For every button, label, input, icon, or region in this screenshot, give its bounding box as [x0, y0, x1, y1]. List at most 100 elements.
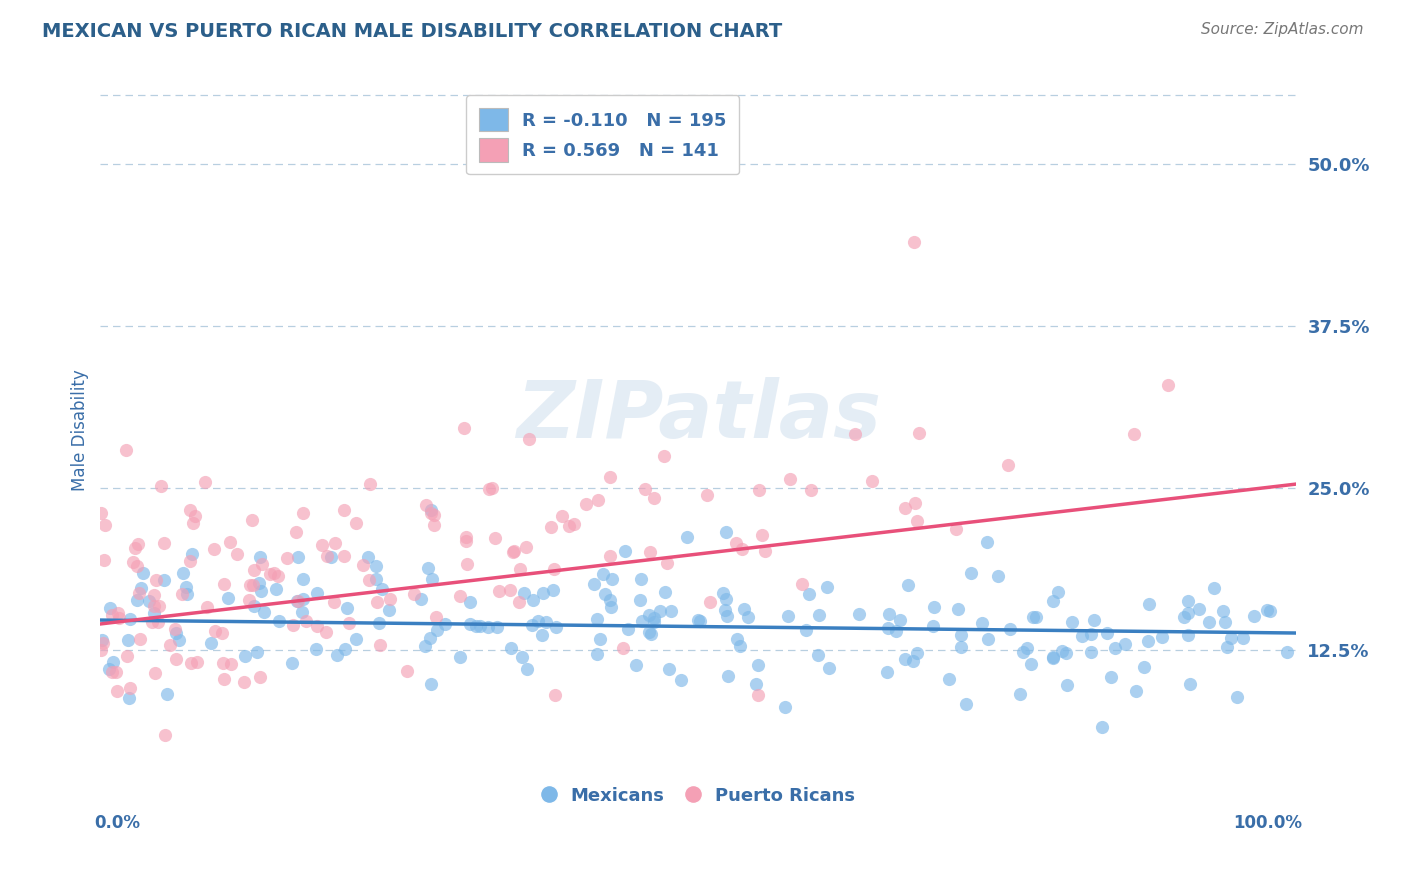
- Point: [1219, 632, 1241, 646]
- Point: [613, 544, 636, 558]
- Point: [211, 626, 233, 640]
- Point: [454, 530, 477, 544]
- Point: [266, 582, 288, 596]
- Point: [696, 487, 718, 501]
- Point: [108, 610, 131, 624]
- Point: [292, 591, 315, 606]
- Point: [415, 498, 437, 512]
- Point: [165, 626, 187, 640]
- Point: [315, 624, 337, 639]
- Point: [713, 586, 735, 600]
- Point: [960, 566, 983, 580]
- Point: [592, 567, 614, 582]
- Point: [997, 458, 1019, 473]
- Point: [281, 656, 304, 670]
- Point: [250, 583, 273, 598]
- Point: [589, 632, 612, 646]
- Point: [1122, 427, 1144, 442]
- Point: [751, 528, 773, 542]
- Point: [643, 610, 665, 624]
- Point: [776, 609, 799, 624]
- Point: [285, 593, 308, 607]
- Text: 0.0%: 0.0%: [94, 814, 141, 832]
- Point: [127, 537, 149, 551]
- Point: [748, 483, 770, 497]
- Point: [240, 513, 263, 527]
- Point: [120, 681, 142, 695]
- Point: [128, 632, 150, 647]
- Point: [889, 613, 911, 627]
- Point: [1198, 615, 1220, 629]
- Point: [352, 558, 374, 572]
- Point: [219, 534, 242, 549]
- Point: [481, 481, 503, 495]
- Point: [894, 500, 917, 515]
- Point: [464, 619, 486, 633]
- Point: [517, 432, 540, 446]
- Point: [1232, 631, 1254, 645]
- Point: [815, 580, 838, 594]
- Point: [396, 664, 419, 678]
- Point: [922, 619, 945, 633]
- Point: [724, 536, 747, 550]
- Point: [291, 506, 314, 520]
- Point: [970, 615, 993, 630]
- Point: [128, 585, 150, 599]
- Point: [634, 482, 657, 496]
- Point: [1243, 608, 1265, 623]
- Point: [212, 672, 235, 686]
- Point: [1258, 604, 1281, 618]
- Point: [585, 647, 607, 661]
- Point: [671, 673, 693, 687]
- Point: [903, 235, 925, 249]
- Point: [818, 661, 841, 675]
- Point: [249, 550, 271, 565]
- Point: [1019, 657, 1042, 672]
- Point: [454, 533, 477, 548]
- Point: [200, 635, 222, 649]
- Point: [779, 471, 801, 485]
- Point: [172, 566, 194, 581]
- Point: [1202, 581, 1225, 595]
- Point: [599, 470, 621, 484]
- Point: [181, 516, 204, 531]
- Point: [165, 652, 187, 666]
- Point: [120, 612, 142, 626]
- Point: [212, 656, 235, 670]
- Point: [1050, 643, 1073, 657]
- Point: [418, 561, 440, 575]
- Point: [378, 603, 401, 617]
- Point: [922, 599, 945, 614]
- Point: [367, 615, 389, 630]
- Point: [239, 578, 262, 592]
- Point: [453, 421, 475, 435]
- Point: [747, 688, 769, 702]
- Point: [145, 574, 167, 588]
- Point: [955, 698, 977, 712]
- Point: [1080, 645, 1102, 659]
- Point: [949, 640, 972, 655]
- Point: [105, 683, 128, 698]
- Point: [411, 592, 433, 607]
- Point: [179, 502, 201, 516]
- Point: [1177, 606, 1199, 620]
- Point: [747, 658, 769, 673]
- Point: [509, 562, 531, 576]
- Point: [583, 577, 606, 591]
- Point: [101, 607, 124, 622]
- Point: [344, 632, 367, 646]
- Point: [1046, 584, 1069, 599]
- Point: [1095, 625, 1118, 640]
- Point: [238, 592, 260, 607]
- Point: [676, 530, 699, 544]
- Point: [366, 595, 388, 609]
- Point: [558, 519, 581, 533]
- Point: [998, 622, 1021, 636]
- Point: [628, 593, 651, 607]
- Point: [170, 587, 193, 601]
- Point: [599, 549, 621, 563]
- Point: [458, 616, 481, 631]
- Point: [640, 627, 662, 641]
- Point: [142, 606, 165, 620]
- Point: [501, 640, 523, 655]
